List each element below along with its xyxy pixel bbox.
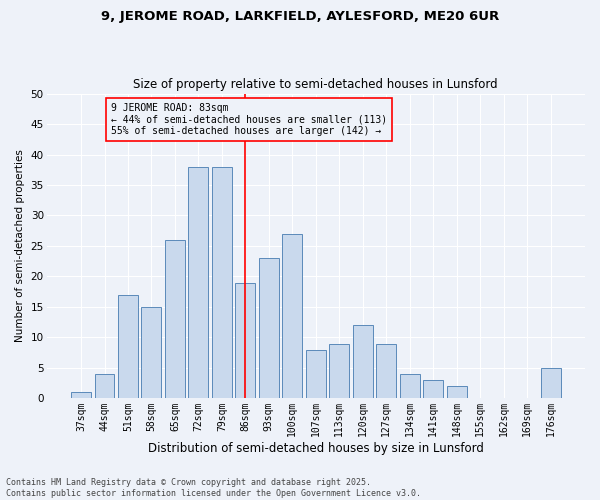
Bar <box>259 258 279 398</box>
Title: Size of property relative to semi-detached houses in Lunsford: Size of property relative to semi-detach… <box>133 78 498 91</box>
Bar <box>306 350 326 399</box>
Y-axis label: Number of semi-detached properties: Number of semi-detached properties <box>15 150 25 342</box>
Text: 9 JEROME ROAD: 83sqm
← 44% of semi-detached houses are smaller (113)
55% of semi: 9 JEROME ROAD: 83sqm ← 44% of semi-detac… <box>111 102 388 136</box>
Bar <box>212 166 232 398</box>
Bar <box>188 166 208 398</box>
Text: Contains HM Land Registry data © Crown copyright and database right 2025.
Contai: Contains HM Land Registry data © Crown c… <box>6 478 421 498</box>
Bar <box>283 234 302 398</box>
Bar <box>235 282 256 399</box>
Bar <box>118 295 138 399</box>
X-axis label: Distribution of semi-detached houses by size in Lunsford: Distribution of semi-detached houses by … <box>148 442 484 455</box>
Text: 9, JEROME ROAD, LARKFIELD, AYLESFORD, ME20 6UR: 9, JEROME ROAD, LARKFIELD, AYLESFORD, ME… <box>101 10 499 23</box>
Bar <box>353 325 373 398</box>
Bar <box>71 392 91 398</box>
Bar <box>423 380 443 398</box>
Bar <box>446 386 467 398</box>
Bar <box>541 368 560 398</box>
Bar <box>329 344 349 398</box>
Bar <box>165 240 185 398</box>
Bar <box>142 307 161 398</box>
Bar <box>376 344 396 398</box>
Bar <box>400 374 419 398</box>
Bar <box>95 374 115 398</box>
